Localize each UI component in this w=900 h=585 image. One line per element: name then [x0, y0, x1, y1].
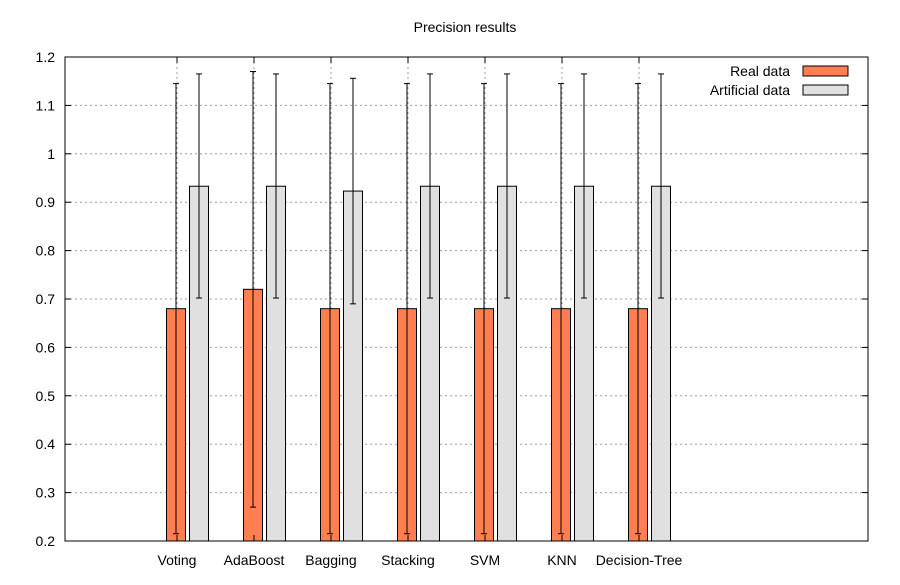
- x-tick-label: KNN: [547, 552, 577, 568]
- y-tick-label: 1: [47, 146, 55, 162]
- grid-lines: [65, 57, 868, 541]
- x-tick-label: Voting: [158, 552, 197, 568]
- legend-swatch: [802, 65, 849, 77]
- chart-title: Precision results: [414, 19, 517, 35]
- error-bars: [173, 71, 664, 535]
- y-tick-label: 0.3: [36, 485, 56, 501]
- legend-label: Artificial data: [710, 82, 790, 98]
- y-tick-label: 0.7: [36, 291, 56, 307]
- x-tick-label: Stacking: [381, 552, 435, 568]
- y-tick-label: 0.9: [36, 194, 56, 210]
- axis-ticks: 0.2 0.3 0.4 0.5 0.6 0.7 0.8 0.9 1 1.1 1.2 Voting Ada…: [36, 49, 868, 568]
- legend: Real data Artificial data: [710, 63, 849, 98]
- y-tick-label: 0.5: [36, 388, 56, 404]
- y-tick-label: 0.8: [36, 243, 56, 259]
- y-tick-label: 0.4: [36, 436, 56, 452]
- y-tick-label: 1.2: [36, 49, 56, 65]
- y-tick-label: 0.2: [36, 533, 56, 549]
- bars: [166, 185, 671, 542]
- x-tick-label: Decision-Tree: [596, 552, 683, 568]
- legend-swatch: [802, 84, 849, 96]
- x-tick-label: SVM: [470, 552, 500, 568]
- y-tick-label: 0.6: [36, 339, 56, 355]
- y-tick-label: 1.1: [36, 97, 56, 113]
- x-tick-label: AdaBoost: [224, 552, 285, 568]
- x-tick-label: Bagging: [305, 552, 356, 568]
- legend-label: Real data: [730, 63, 790, 79]
